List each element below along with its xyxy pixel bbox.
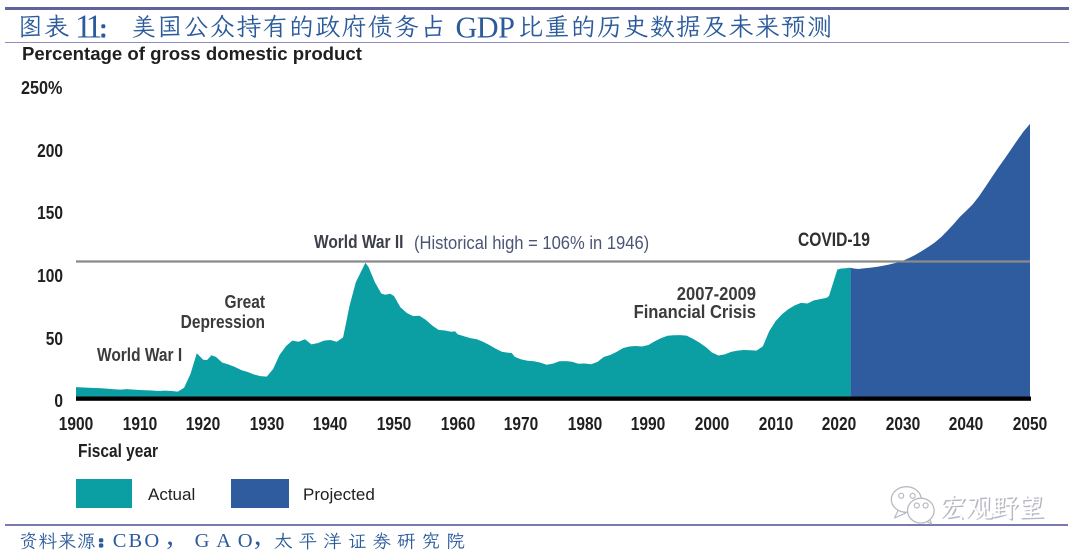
svg-text:,: , bbox=[254, 518, 262, 551]
svg-text:GAO: GAO bbox=[195, 530, 260, 552]
svg-text:11: 11 bbox=[75, 9, 102, 46]
svg-text:CBO: CBO bbox=[113, 530, 162, 552]
svg-text:GDP: GDP bbox=[456, 11, 515, 45]
svg-text:,: , bbox=[166, 518, 174, 551]
